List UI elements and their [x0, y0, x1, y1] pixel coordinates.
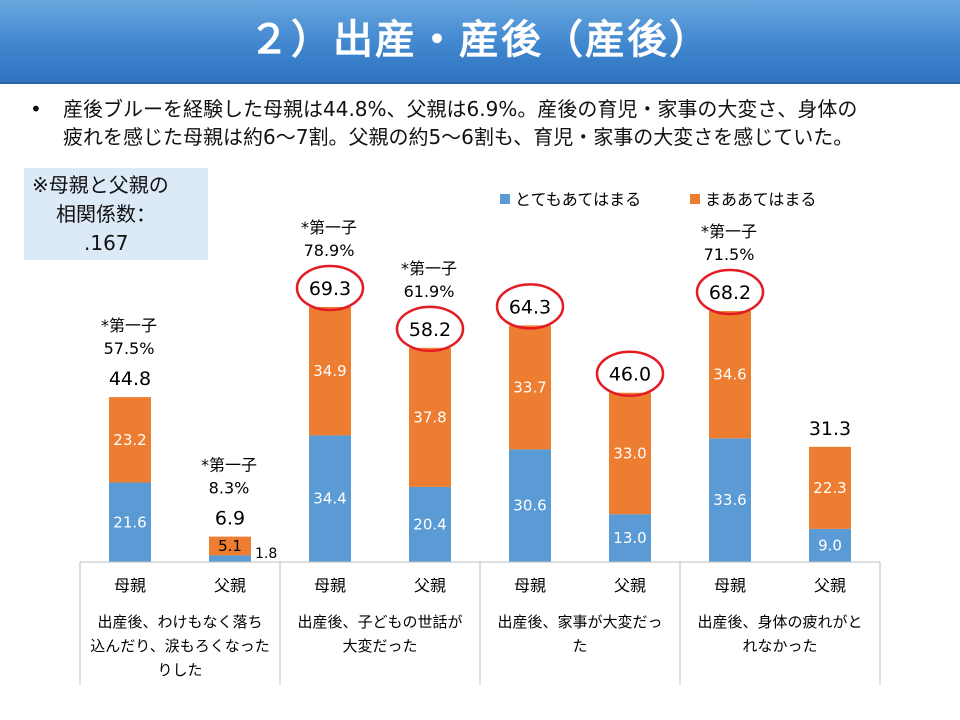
data-label-series2: 23.2	[113, 431, 146, 449]
data-label-series1: 9.0	[818, 536, 842, 554]
group-label-line: た	[572, 637, 587, 655]
summary-text: 産後ブルーを経験した母親は44.8%、父親は6.9%。産後の育児・家事の大変さ、…	[63, 95, 948, 151]
highlight-circle	[295, 264, 365, 312]
data-label-series1: 33.6	[713, 491, 746, 509]
data-label-series2: 5.1	[218, 537, 242, 555]
data-label-series2: 22.3	[813, 479, 846, 497]
data-label-series1: 34.4	[313, 490, 346, 508]
correlation-label-1: ※母親と父親の	[32, 173, 169, 197]
bar-segment-series1	[109, 482, 151, 562]
total-label: 46.0	[609, 364, 651, 386]
group-label-line: 大変だった	[342, 637, 417, 655]
data-label-series2: 34.6	[713, 366, 746, 384]
group-label-line: れなかった	[742, 637, 817, 655]
data-label-series1: 20.4	[413, 515, 446, 533]
highlight-circle	[395, 305, 465, 353]
bar-segment-series2	[209, 536, 251, 556]
data-label-series2: 34.9	[313, 362, 346, 380]
legend-swatch-series2	[690, 194, 700, 204]
data-label-series1: 30.6	[513, 497, 546, 515]
data-label-series2: 37.8	[413, 408, 446, 426]
bar-segment-series1	[309, 435, 351, 562]
first-child-percent: 61.9%	[404, 282, 455, 301]
first-child-percent: 78.9%	[304, 241, 355, 260]
category-label: 父親	[214, 576, 246, 595]
bar-segment-series2	[609, 392, 651, 515]
group-label-line: 出産後、子どもの世話が	[297, 613, 462, 631]
data-label-series1: 1.8	[255, 546, 277, 562]
highlight-circle	[495, 283, 565, 330]
total-label: 31.3	[809, 418, 851, 440]
data-label-series1: 13.0	[613, 529, 646, 547]
bar-segment-series1	[609, 514, 651, 562]
group-label-line: 出産後、家事が大変だっ	[497, 613, 662, 631]
first-child-label: *第一子	[301, 218, 357, 237]
first-child-label: *第一子	[401, 259, 457, 278]
legend-label-series1: とてもあてはまる	[515, 190, 641, 209]
bar-segment-series2	[709, 311, 751, 439]
bar-segment-series1	[509, 449, 551, 562]
bar-segment-series2	[309, 306, 351, 436]
data-label-series1: 21.6	[113, 513, 146, 531]
title-bar: ２）出産・産後（産後）	[0, 0, 960, 84]
summary-line-1: 産後ブルーを経験した母親は44.8%、父親は6.9%。産後の育児・家事の大変さ、…	[63, 97, 858, 121]
bar-segment-series2	[509, 325, 551, 450]
slide-title: ２）出産・産後（産後）	[249, 17, 711, 63]
bar-segment-series2	[809, 446, 851, 529]
bar-segment-series1	[809, 528, 851, 562]
data-label-series2: 33.7	[513, 378, 546, 396]
category-label: 母親	[114, 576, 146, 595]
correlation-value: .167	[84, 231, 129, 255]
first-child-percent: 57.5%	[104, 339, 155, 358]
first-child-percent: 8.3%	[209, 479, 250, 498]
highlight-circle	[695, 268, 765, 316]
correlation-label-2: 相関係数：	[56, 202, 156, 226]
bar-segment-series2	[409, 347, 451, 487]
first-child-label: *第一子	[701, 222, 757, 241]
bullet-marker: •	[30, 97, 42, 121]
summary-line-2: 疲れを感じた母親は約6〜7割。父親の約5〜6割も、育児・家事の大変さを感じていた…	[63, 125, 854, 149]
group-label-line: 込んだり、涙もろくなった	[90, 637, 269, 655]
bar-segment-series1	[209, 555, 251, 562]
category-label: 母親	[714, 576, 746, 595]
total-label: 68.2	[709, 282, 751, 304]
total-label: 44.8	[109, 368, 151, 390]
first-child-percent: 71.5%	[704, 245, 755, 264]
group-label-line: りした	[157, 661, 202, 679]
total-label: 6.9	[215, 508, 245, 530]
highlight-circle	[595, 350, 665, 397]
legend-label-series2: まああてはまる	[705, 190, 816, 209]
total-label: 64.3	[509, 296, 551, 318]
total-label: 58.2	[409, 319, 451, 341]
first-child-label: *第一子	[201, 456, 257, 475]
bar-segment-series2	[109, 397, 151, 483]
category-label: 父親	[414, 576, 446, 595]
category-label: 父親	[614, 576, 646, 595]
category-label: 父親	[814, 576, 846, 595]
first-child-label: *第一子	[101, 316, 157, 335]
group-label-line: 出産後、わけもなく落ち	[97, 613, 262, 631]
correlation-note: ※母親と父親の 相関係数： .167	[24, 168, 208, 260]
bar-segment-series1	[709, 438, 751, 562]
total-label: 69.3	[309, 278, 351, 300]
bar-segment-series1	[409, 486, 451, 562]
legend-swatch-series1	[500, 194, 510, 204]
category-label: 母親	[514, 576, 546, 595]
group-label-line: 出産後、身体の疲れがと	[697, 613, 862, 631]
data-label-series2: 33.0	[613, 444, 646, 462]
category-label: 母親	[314, 576, 346, 595]
